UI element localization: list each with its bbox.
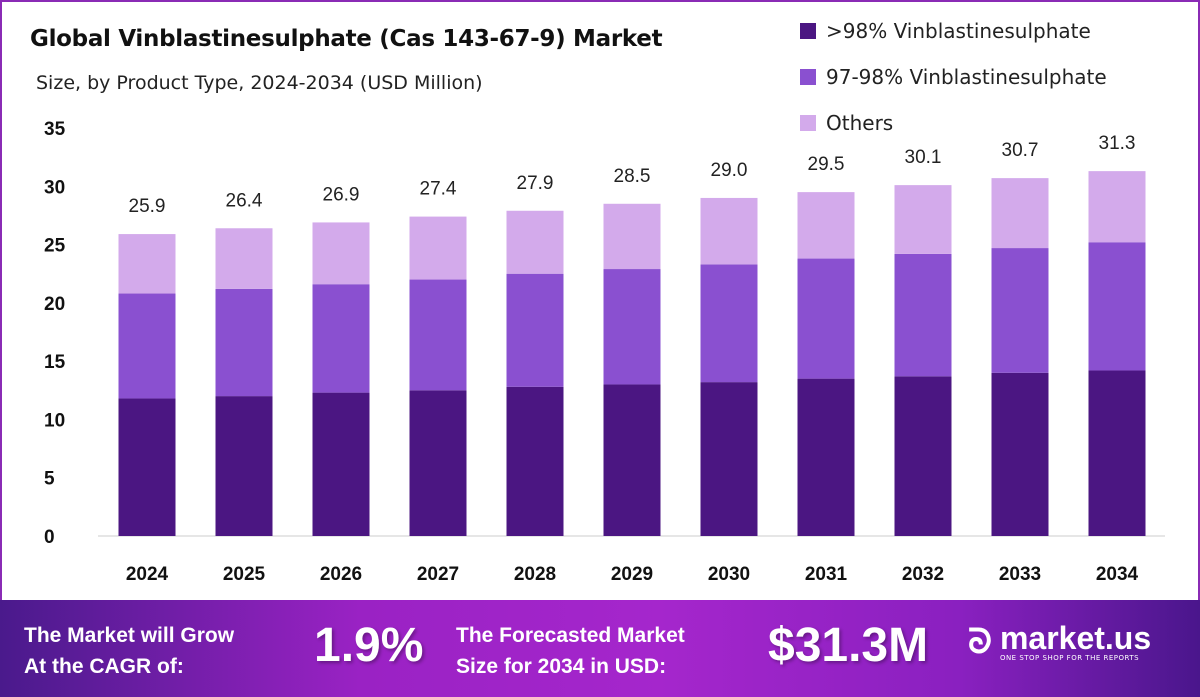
bar-segment bbox=[1088, 171, 1146, 243]
bar-chart: 0510152025303525.9202426.4202526.9202627… bbox=[44, 119, 1165, 585]
data-label: 25.9 bbox=[129, 196, 166, 217]
footer-banner: The Market will Grow At the CAGR of: 1.9… bbox=[0, 600, 1200, 697]
bar-segment bbox=[700, 264, 758, 383]
bar-segment bbox=[603, 269, 661, 385]
bar-segment bbox=[894, 253, 952, 377]
y-tick-label: 5 bbox=[44, 469, 55, 490]
x-tick-label: 2028 bbox=[514, 564, 556, 585]
bar-segment bbox=[215, 288, 273, 397]
legend-swatch bbox=[800, 69, 816, 85]
legend-item: >98% Vinblastinesulphate bbox=[800, 8, 1107, 54]
y-tick-label: 10 bbox=[44, 410, 65, 431]
bar-segment bbox=[506, 273, 564, 387]
brand-logo: ᘐ market.us ONE STOP SHOP FOR THE REPORT… bbox=[968, 622, 1151, 662]
y-tick-label: 15 bbox=[44, 352, 66, 373]
forecast-value: $31.3M bbox=[768, 619, 929, 672]
bar-segment bbox=[118, 293, 176, 399]
legend-item: Others bbox=[800, 100, 1107, 146]
x-tick-label: 2034 bbox=[1096, 564, 1139, 585]
x-tick-label: 2032 bbox=[902, 564, 944, 585]
bar-segment bbox=[118, 398, 176, 536]
bar-segment bbox=[1088, 370, 1146, 536]
cagr-value: 1.9% bbox=[314, 619, 424, 672]
legend-swatch bbox=[800, 115, 816, 131]
bar-segment bbox=[215, 228, 273, 289]
bar-segment bbox=[506, 210, 564, 274]
bar-segment bbox=[1088, 242, 1146, 371]
cagr-label-line: The Market will Grow bbox=[24, 624, 235, 647]
x-tick-label: 2031 bbox=[805, 564, 848, 585]
cagr-label: The Market will Grow At the CAGR of: bbox=[24, 620, 234, 682]
data-label: 29.5 bbox=[808, 154, 845, 175]
bar-segment bbox=[991, 178, 1049, 249]
forecast-label: The Forecasted Market Size for 2034 in U… bbox=[456, 620, 685, 682]
legend-label: 97-98% Vinblastinesulphate bbox=[826, 65, 1107, 89]
data-label: 27.4 bbox=[420, 179, 457, 200]
y-tick-label: 20 bbox=[44, 294, 65, 315]
y-tick-label: 30 bbox=[44, 177, 65, 198]
data-label: 26.4 bbox=[226, 190, 263, 211]
bar-segment bbox=[603, 384, 661, 536]
forecast-label-line: Size for 2034 in USD: bbox=[456, 655, 667, 678]
x-tick-label: 2029 bbox=[611, 564, 653, 585]
brand-name: market.us bbox=[999, 620, 1152, 656]
bar-segment bbox=[312, 284, 370, 393]
bar-segment bbox=[797, 192, 855, 259]
data-label: 28.5 bbox=[614, 166, 651, 187]
bar-segment bbox=[991, 372, 1049, 536]
data-label: 27.9 bbox=[517, 173, 554, 194]
bar-segment bbox=[700, 197, 758, 265]
bar-segment bbox=[409, 216, 467, 280]
bar-segment bbox=[603, 203, 661, 270]
x-tick-label: 2025 bbox=[223, 564, 266, 585]
data-label: 30.1 bbox=[905, 147, 942, 168]
y-tick-label: 0 bbox=[44, 527, 55, 548]
data-label: 30.7 bbox=[1002, 140, 1039, 161]
x-tick-label: 2026 bbox=[320, 564, 362, 585]
y-tick-label: 35 bbox=[44, 119, 66, 140]
legend-label: Others bbox=[826, 111, 894, 135]
legend: >98% Vinblastinesulphate 97-98% Vinblast… bbox=[800, 8, 1107, 146]
data-label: 26.9 bbox=[323, 184, 360, 205]
x-tick-label: 2033 bbox=[999, 564, 1041, 585]
legend-swatch bbox=[800, 23, 816, 39]
bar-segment bbox=[409, 279, 467, 391]
cagr-label-line: At the CAGR of: bbox=[24, 655, 184, 678]
bar-segment bbox=[312, 392, 370, 536]
brand-tagline: ONE STOP SHOP FOR THE REPORTS bbox=[999, 654, 1140, 662]
bar-segment bbox=[312, 222, 370, 285]
data-label: 29.0 bbox=[711, 160, 748, 181]
chart-title: Global Vinblastinesulphate (Cas 143-67-9… bbox=[30, 26, 663, 52]
bar-segment bbox=[118, 234, 176, 294]
x-tick-label: 2024 bbox=[126, 564, 169, 585]
legend-item: 97-98% Vinblastinesulphate bbox=[800, 54, 1107, 100]
legend-label: >98% Vinblastinesulphate bbox=[826, 19, 1091, 43]
bar-segment bbox=[894, 185, 952, 254]
data-label: 31.3 bbox=[1099, 133, 1136, 154]
x-tick-label: 2030 bbox=[708, 564, 750, 585]
bar-segment bbox=[409, 390, 467, 536]
bar-segment bbox=[700, 382, 758, 536]
forecast-label-line: The Forecasted Market bbox=[456, 624, 685, 647]
bar-segment bbox=[797, 258, 855, 379]
bar-segment bbox=[506, 386, 564, 536]
bar-segment bbox=[894, 376, 952, 536]
y-tick-label: 25 bbox=[44, 236, 66, 257]
bar-segment bbox=[215, 396, 273, 536]
bar-segment bbox=[797, 378, 855, 536]
x-tick-label: 2027 bbox=[417, 564, 459, 585]
chart-subtitle: Size, by Product Type, 2024-2034 (USD Mi… bbox=[36, 72, 483, 94]
bar-segment bbox=[991, 248, 1049, 373]
market-us-logo-icon: ᘐ bbox=[968, 622, 992, 662]
